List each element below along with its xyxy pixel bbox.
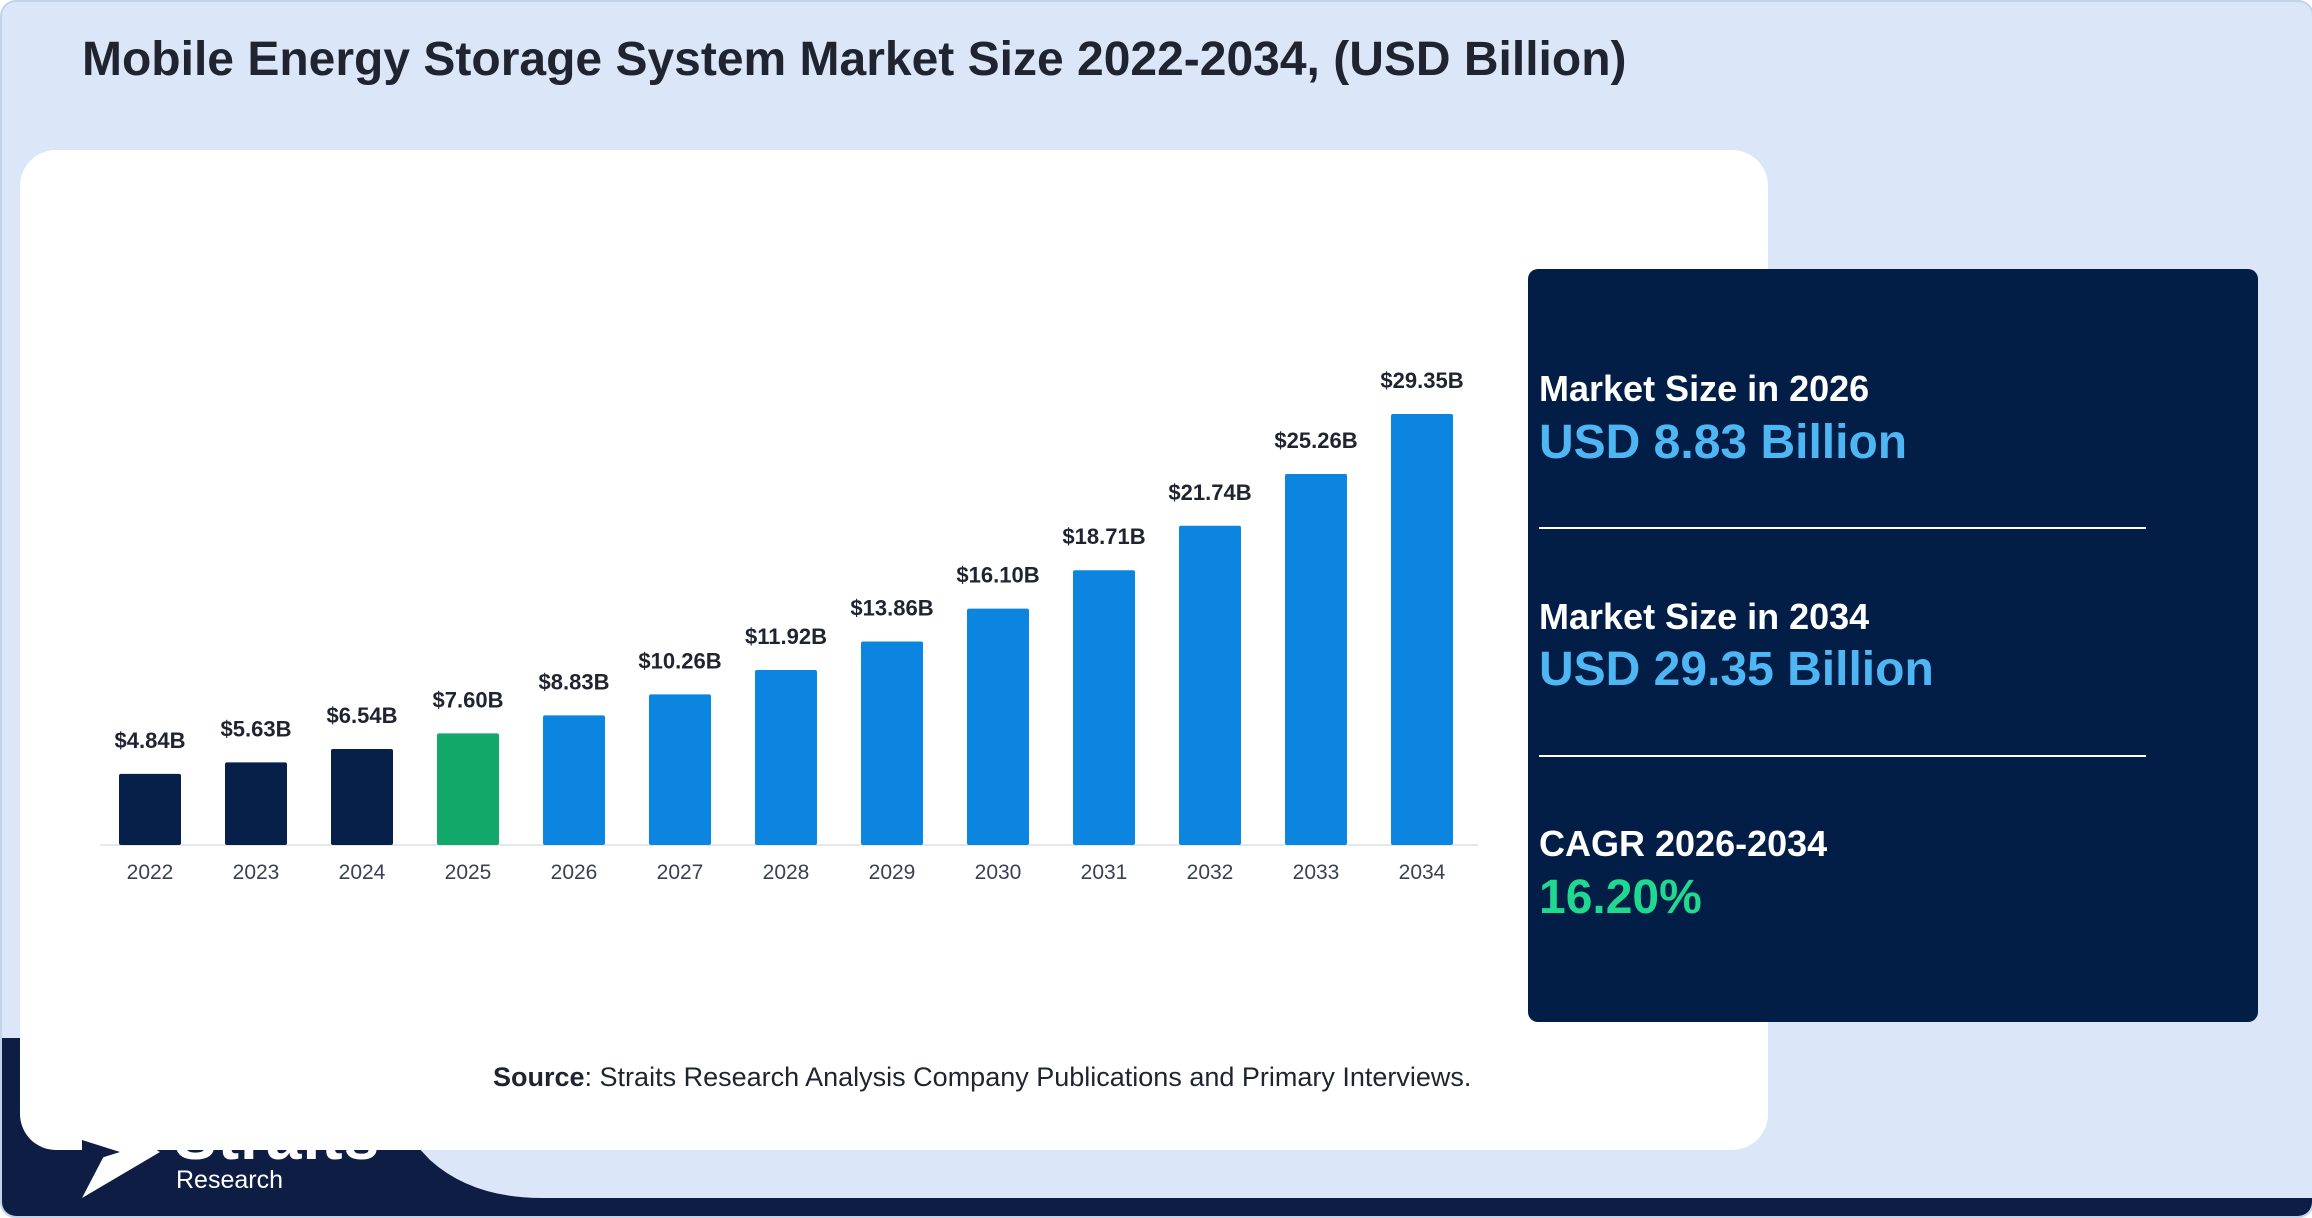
- bar-2029: [861, 641, 923, 845]
- stats-divider: [1539, 527, 2146, 529]
- data-label-2032: $21.74B: [1168, 480, 1251, 505]
- x-tick-label-2034: 2034: [1399, 861, 1446, 884]
- stats-divider: [1539, 755, 2146, 757]
- market-size-2034-label: Market Size in 2034: [1539, 596, 1870, 637]
- bar-2022: [119, 773, 181, 845]
- bar-2033: [1285, 474, 1347, 845]
- bar-2034: [1391, 414, 1453, 845]
- data-label-2029: $13.86B: [850, 595, 933, 620]
- logo-wordmark: Straits: [174, 1101, 381, 1173]
- x-tick-label-2025: 2025: [445, 861, 492, 884]
- chart-card: $4.84B 2022 $5.63B 2023 $6.54B 2024 $7.60B 2025…: [20, 150, 1768, 1150]
- source-note: Source: Straits Research Analysis Compan…: [493, 1062, 1471, 1093]
- market-size-2026-label: Market Size in 2026: [1539, 368, 1870, 409]
- bar-2027: [649, 694, 711, 845]
- data-label-2022: $4.84B: [115, 728, 186, 753]
- data-label-2034: $29.35B: [1380, 368, 1463, 393]
- stats-panel: Market Size in 2026 USD 8.83 Billion Mar…: [1528, 269, 2258, 1022]
- cagr-value: 16.20%: [1539, 871, 1702, 924]
- straits-logo-icon: [82, 1106, 160, 1198]
- data-label-2025: $7.60B: [433, 687, 504, 712]
- bar-2032: [1179, 525, 1241, 845]
- source-prefix: Source: [493, 1062, 585, 1092]
- data-label-2031: $18.71B: [1062, 524, 1145, 549]
- bar-2024: [331, 748, 393, 845]
- bar-2025: [437, 733, 499, 845]
- data-label-2027: $10.26B: [638, 648, 721, 673]
- data-label-2026: $8.83B: [539, 669, 610, 694]
- x-tick-label-2022: 2022: [127, 861, 174, 884]
- bar-2030: [967, 608, 1029, 845]
- bar-2031: [1073, 570, 1135, 845]
- data-label-2030: $16.10B: [956, 563, 1039, 588]
- x-tick-label-2033: 2033: [1293, 861, 1340, 884]
- source-text: : Straits Research Analysis Company Publ…: [584, 1062, 1472, 1092]
- data-label-2024: $6.54B: [327, 703, 398, 728]
- x-tick-label-2029: 2029: [869, 861, 916, 884]
- bar-2028: [755, 669, 817, 845]
- bar-chart: $4.84B 2022 $5.63B 2023 $6.54B 2024 $7.60B 2025…: [100, 368, 1478, 884]
- logo-subtitle: Research: [176, 1166, 283, 1194]
- bar-2026: [543, 715, 605, 845]
- cagr-label: CAGR 2026-2034: [1539, 823, 1828, 864]
- page-title: Mobile Energy Storage System Market Size…: [82, 33, 1627, 86]
- x-tick-label-2030: 2030: [975, 861, 1022, 884]
- data-label-2033: $25.26B: [1274, 428, 1357, 453]
- x-tick-label-2032: 2032: [1187, 861, 1234, 884]
- data-label-2023: $5.63B: [221, 716, 292, 741]
- data-label-2028: $11.92B: [745, 624, 827, 649]
- x-tick-label-2031: 2031: [1081, 861, 1128, 884]
- x-tick-label-2024: 2024: [339, 861, 386, 884]
- market-size-2034-value: USD 29.35 Billion: [1539, 643, 1934, 696]
- bar-2023: [225, 762, 287, 845]
- x-tick-label-2023: 2023: [233, 861, 280, 884]
- market-size-2026-value: USD 8.83 Billion: [1539, 416, 1908, 469]
- x-tick-label-2028: 2028: [763, 861, 810, 884]
- x-tick-label-2027: 2027: [657, 861, 704, 884]
- x-tick-label-2026: 2026: [551, 861, 598, 884]
